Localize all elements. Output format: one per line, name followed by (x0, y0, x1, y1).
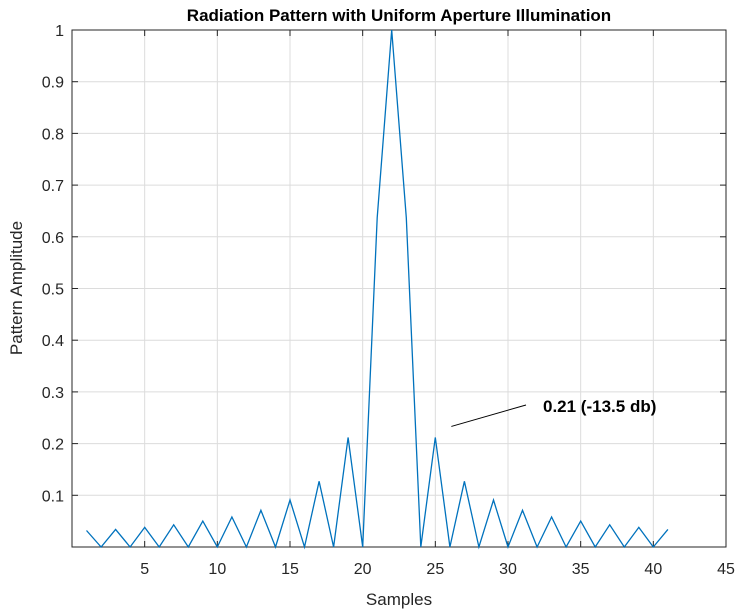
y-tick-label: 0.3 (42, 385, 64, 402)
x-tick-label: 35 (572, 561, 590, 578)
y-tick-label: 0.5 (42, 282, 64, 299)
y-tick-label: 0.4 (42, 333, 64, 350)
x-tick-label: 20 (354, 561, 372, 578)
y-tick-label: 0.9 (42, 75, 64, 92)
chart-title: Radiation Pattern with Uniform Aperture … (187, 6, 611, 25)
y-axis-label: Pattern Amplitude (7, 221, 26, 355)
y-tick-label: 1 (55, 23, 64, 40)
x-tick-label: 40 (644, 561, 662, 578)
x-axis-label: Samples (366, 590, 432, 609)
y-tick-label: 0.8 (42, 126, 64, 143)
annotation-text: 0.21 (-13.5 db) (543, 397, 656, 416)
x-tick-label: 25 (426, 561, 444, 578)
x-tick-label: 45 (717, 561, 735, 578)
x-tick-label: 10 (208, 561, 226, 578)
x-tick-labels: 5 10 15 20 25 30 35 40 45 (140, 561, 735, 578)
y-tick-label: 0.7 (42, 178, 64, 195)
y-tick-labels: 0.1 0.2 0.3 0.4 0.5 0.6 0.7 0.8 0.9 1 (42, 23, 64, 505)
y-tick-label: 0.6 (42, 230, 64, 247)
x-tick-label: 30 (499, 561, 517, 578)
x-tick-label: 5 (140, 561, 149, 578)
y-tick-label: 0.2 (42, 437, 64, 454)
y-tick-label: 0.1 (42, 488, 64, 505)
x-tick-label: 15 (281, 561, 299, 578)
